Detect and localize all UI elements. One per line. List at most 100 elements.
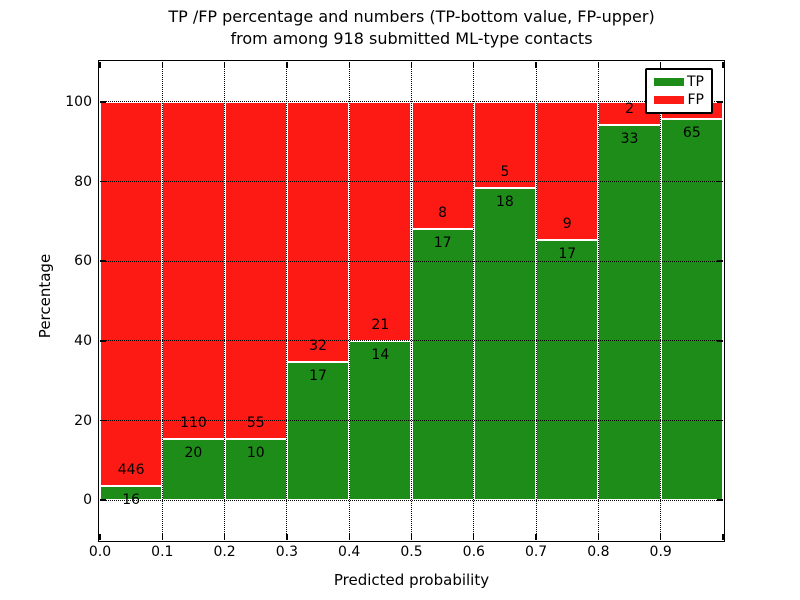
legend-label-fp: FP bbox=[687, 92, 705, 109]
bar-segment-fp bbox=[100, 101, 163, 487]
tp-color-swatch bbox=[654, 77, 684, 86]
gridline-vertical bbox=[161, 62, 163, 540]
gridline-vertical bbox=[286, 62, 288, 540]
x-tick-mark bbox=[286, 534, 288, 540]
y-tick-mark-right bbox=[717, 260, 723, 262]
x-tick-mark-top bbox=[161, 62, 163, 68]
x-tick-mark bbox=[99, 534, 101, 540]
x-tick-mark bbox=[348, 534, 350, 540]
bar-segment-fp bbox=[162, 101, 225, 439]
y-tick-mark bbox=[100, 180, 106, 183]
y-tick-mark bbox=[100, 419, 106, 422]
y-tick-mark bbox=[100, 499, 106, 501]
bar-label-fp: 110 bbox=[180, 414, 207, 431]
bar-label-fp: 446 bbox=[117, 462, 145, 479]
y-tick-label: 80 bbox=[74, 173, 92, 190]
x-tick-label: 0.9 bbox=[649, 544, 672, 560]
y-tick-label: 40 bbox=[74, 332, 92, 349]
bar-label-fp: 21 bbox=[371, 316, 390, 333]
gridline-vertical bbox=[535, 62, 537, 540]
x-tick-mark-top bbox=[535, 62, 537, 68]
x-tick-mark bbox=[597, 534, 600, 540]
y-tick-mark bbox=[100, 101, 106, 103]
y-tick-mark-right bbox=[717, 340, 723, 342]
x-tick-label: 0.6 bbox=[462, 544, 485, 560]
legend: TP FP bbox=[645, 68, 713, 114]
x-tick-mark-top bbox=[99, 62, 101, 68]
bar-label-tp: 17 bbox=[433, 235, 452, 252]
gridline-vertical bbox=[660, 62, 662, 540]
bar-segment-tp bbox=[660, 119, 723, 501]
bar-segment-tp bbox=[473, 188, 537, 501]
x-tick-mark bbox=[473, 534, 475, 540]
bar-segment-fp bbox=[224, 101, 287, 439]
bar-segment-tp bbox=[162, 438, 225, 501]
legend-item-fp: FP bbox=[654, 93, 704, 107]
bar-label-tp: 10 bbox=[246, 444, 265, 461]
legend-label-tp: TP bbox=[687, 73, 704, 90]
x-tick-label: 0.1 bbox=[151, 544, 174, 560]
bar-segment-fp bbox=[286, 101, 350, 362]
x-tick-label: 0.8 bbox=[587, 544, 610, 560]
y-tick-mark-right bbox=[717, 180, 723, 183]
bar-label-fp: 8 bbox=[438, 205, 448, 222]
bar-segment-tp bbox=[224, 438, 287, 501]
x-tick-label: 0.0 bbox=[88, 544, 112, 560]
y-tick-mark bbox=[100, 260, 106, 262]
gridline-horizontal bbox=[100, 420, 723, 421]
bar-segment-tp bbox=[536, 239, 599, 501]
bar-label-tp: 16 bbox=[122, 492, 141, 509]
x-tick-mark-top bbox=[722, 62, 724, 68]
bar-segment-fp bbox=[473, 101, 537, 189]
bar-segment-tp bbox=[598, 124, 661, 501]
x-tick-mark-top bbox=[473, 62, 475, 68]
bar-label-fp: 55 bbox=[246, 414, 265, 431]
x-tick-mark bbox=[535, 534, 537, 540]
bar-segment-fp bbox=[536, 101, 599, 240]
y-tick-label: 100 bbox=[65, 93, 92, 110]
x-tick-mark-top bbox=[348, 62, 350, 68]
gridline-vertical bbox=[348, 62, 350, 540]
y-tick-mark bbox=[100, 340, 106, 342]
x-tick-label: 0.7 bbox=[524, 544, 548, 560]
gridline-vertical bbox=[597, 62, 599, 540]
y-tick-mark-right bbox=[717, 419, 723, 422]
chart-title: TP /FP percentage and numbers (TP-bottom… bbox=[100, 6, 723, 50]
bar-label-fp: 2 bbox=[625, 100, 634, 117]
y-tick-label: 20 bbox=[74, 412, 92, 429]
x-tick-mark bbox=[410, 534, 413, 540]
bar-label-tp: 20 bbox=[184, 444, 203, 461]
x-tick-mark bbox=[161, 534, 163, 540]
gridline-vertical bbox=[411, 62, 412, 540]
bar-label-tp: 17 bbox=[558, 245, 577, 262]
x-tick-mark-top bbox=[223, 62, 226, 68]
x-tick-mark bbox=[660, 534, 662, 540]
x-axis-label: Predicted probability bbox=[333, 571, 490, 589]
y-tick-label: 60 bbox=[74, 253, 92, 270]
bar-label-fp: 5 bbox=[500, 164, 510, 181]
x-tick-label: 0.5 bbox=[400, 544, 423, 560]
x-tick-mark-top bbox=[286, 62, 288, 68]
x-tick-label: 0.3 bbox=[275, 544, 299, 560]
gridline-horizontal bbox=[100, 101, 723, 103]
bar-segment-fp bbox=[411, 101, 474, 230]
fp-color-swatch bbox=[654, 96, 684, 105]
gridline-horizontal bbox=[100, 181, 723, 182]
bar-segment-tp bbox=[100, 486, 163, 501]
gridline-vertical bbox=[224, 62, 226, 540]
x-tick-label: 0.4 bbox=[338, 544, 361, 560]
y-tick-mark-right bbox=[717, 499, 723, 501]
bar-label-fp: 9 bbox=[562, 215, 572, 232]
chart-title-line1: TP /FP percentage and numbers (TP-bottom… bbox=[168, 7, 655, 26]
bar-label-tp: 33 bbox=[620, 130, 639, 147]
bar-label-tp: 18 bbox=[496, 194, 514, 211]
x-tick-mark-top bbox=[597, 62, 600, 68]
y-tick-label: 0 bbox=[83, 492, 92, 509]
x-tick-label: 0.2 bbox=[213, 544, 236, 560]
gridline-horizontal bbox=[100, 499, 723, 501]
gridline-horizontal bbox=[100, 260, 723, 262]
bar-segment-tp bbox=[286, 361, 350, 501]
bar-label-tp: 17 bbox=[309, 367, 327, 384]
bar-segment-fp bbox=[349, 101, 412, 341]
